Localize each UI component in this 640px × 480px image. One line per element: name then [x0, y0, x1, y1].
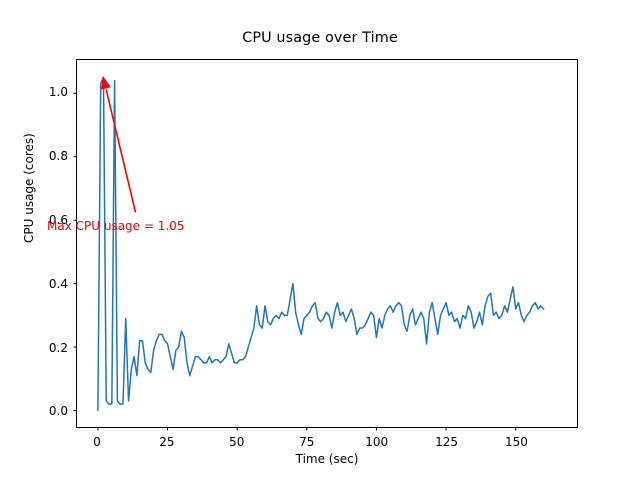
x-tick-label: 50	[229, 435, 245, 449]
cpu-usage-line	[97, 76, 545, 412]
plot-area	[73, 59, 578, 431]
chart-title: CPU usage over Time	[242, 30, 398, 46]
annotation-arrow-shaft	[105, 89, 137, 213]
x-tick-label: 150	[505, 435, 528, 449]
x-tick-label: 100	[365, 435, 389, 449]
x-axis-label: Time (sec)	[295, 452, 359, 466]
y-tick-label: 1.0	[48, 85, 68, 100]
y-tick-label: 0.4	[48, 276, 68, 291]
y-tick-label: 0.8	[48, 149, 68, 164]
y-tick-label: 0.6	[48, 213, 68, 228]
x-tick-label: 75	[299, 435, 315, 449]
y-tick-label: 0.0	[48, 404, 68, 419]
y-axis-label: CPU usage (cores)	[22, 133, 36, 243]
tick-marks-group	[73, 92, 517, 431]
x-tick-label: 25	[159, 435, 175, 449]
x-tick-label: 125	[435, 435, 458, 449]
plot-svg	[73, 75, 545, 431]
y-tick-label: 0.2	[48, 340, 68, 355]
x-tick-label: 0	[93, 435, 101, 449]
max-cpu-annotation-label: Max CPU usage = 1.05	[47, 219, 185, 233]
max-cpu-annotation-arrow	[101, 75, 137, 213]
annotation-arrow-head	[101, 75, 111, 90]
